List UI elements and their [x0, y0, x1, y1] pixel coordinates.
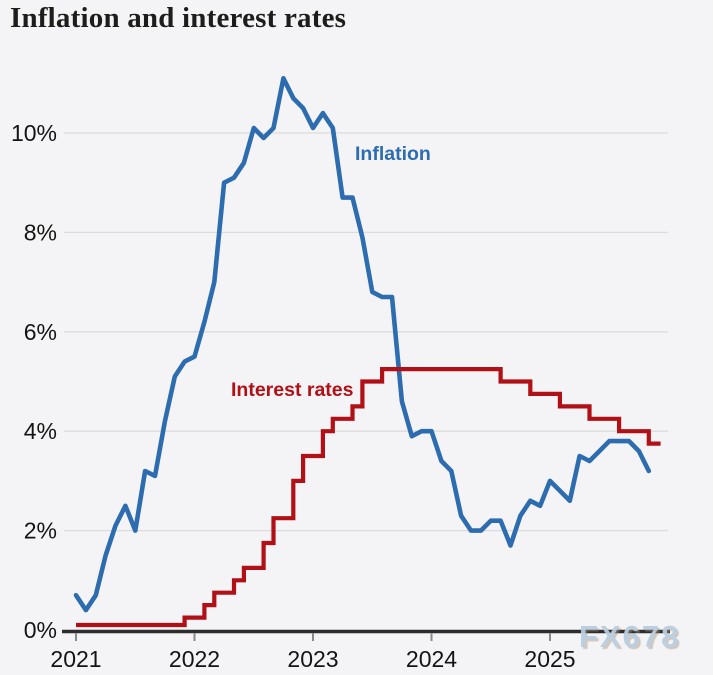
x-axis-tick-label: 2024 — [406, 646, 457, 672]
interest-rates-series-label: Interest rates — [231, 379, 354, 401]
x-axis-tick-label: 2021 — [50, 646, 101, 672]
y-axis-tick-label: 4% — [24, 418, 57, 444]
y-axis-tick-label: 6% — [24, 319, 57, 345]
y-axis-tick-label: 10% — [11, 120, 57, 146]
x-axis-tick-label: 2022 — [169, 646, 220, 672]
interest-rates-line — [76, 367, 661, 628]
inflation-series-label: Inflation — [355, 143, 431, 165]
y-axis-tick-label: 2% — [24, 518, 57, 544]
chart-title: Inflation and interest rates — [10, 2, 347, 34]
y-axis-tick-label: 0% — [24, 617, 57, 643]
x-axis-tick-label: 2023 — [287, 646, 338, 672]
watermark: FX678 — [579, 619, 681, 654]
y-axis-tick-label: 8% — [24, 219, 57, 245]
x-axis-tick-label: 2025 — [524, 646, 575, 672]
inflation-line — [73, 76, 652, 613]
